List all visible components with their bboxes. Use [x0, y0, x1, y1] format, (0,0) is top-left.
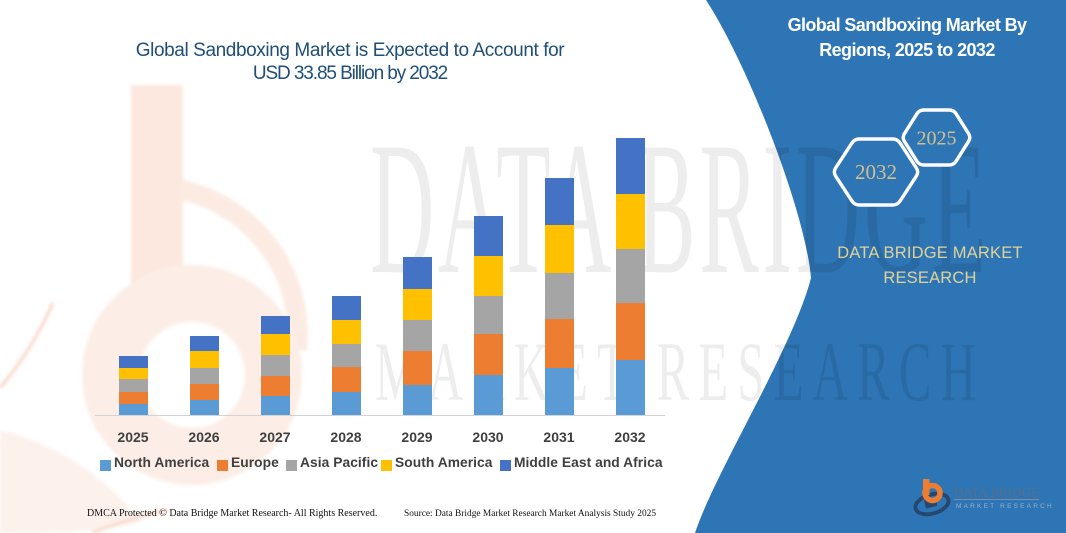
svg-text:2025: 2025	[917, 128, 957, 150]
svg-text:MARKET RESEARCH: MARKET RESEARCH	[956, 503, 1054, 510]
svg-text:2032: 2032	[855, 160, 897, 184]
svg-text:DATA BRIDGE: DATA BRIDGE	[954, 486, 1039, 501]
